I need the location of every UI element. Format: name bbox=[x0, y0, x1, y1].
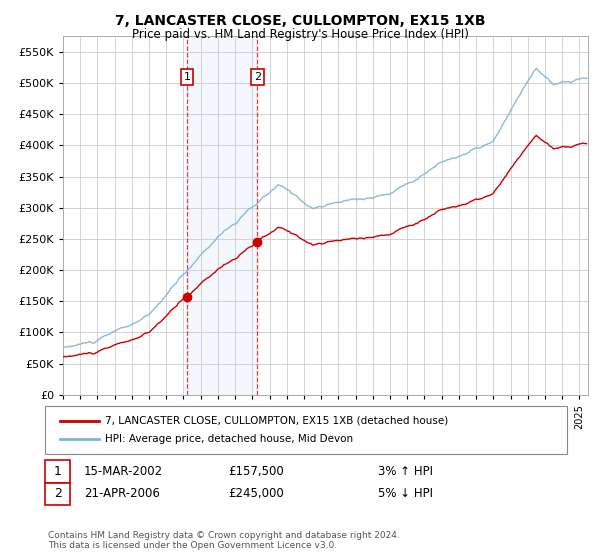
Text: 5% ↓ HPI: 5% ↓ HPI bbox=[378, 487, 433, 501]
Text: 1: 1 bbox=[53, 465, 62, 478]
Bar bbox=[187, 36, 257, 395]
Text: 21-APR-2006: 21-APR-2006 bbox=[84, 487, 160, 501]
Text: 3% ↑ HPI: 3% ↑ HPI bbox=[378, 465, 433, 478]
Text: 15-MAR-2002: 15-MAR-2002 bbox=[84, 465, 163, 478]
Text: 2: 2 bbox=[254, 72, 261, 82]
Text: 1: 1 bbox=[184, 72, 190, 82]
Text: 7, LANCASTER CLOSE, CULLOMPTON, EX15 1XB (detached house): 7, LANCASTER CLOSE, CULLOMPTON, EX15 1XB… bbox=[105, 416, 448, 426]
Text: £245,000: £245,000 bbox=[228, 487, 284, 501]
Text: 2: 2 bbox=[53, 487, 62, 501]
Text: HPI: Average price, detached house, Mid Devon: HPI: Average price, detached house, Mid … bbox=[105, 434, 353, 444]
Text: Contains HM Land Registry data © Crown copyright and database right 2024.
This d: Contains HM Land Registry data © Crown c… bbox=[48, 530, 400, 550]
Text: £157,500: £157,500 bbox=[228, 465, 284, 478]
Text: Price paid vs. HM Land Registry's House Price Index (HPI): Price paid vs. HM Land Registry's House … bbox=[131, 28, 469, 41]
Text: 7, LANCASTER CLOSE, CULLOMPTON, EX15 1XB: 7, LANCASTER CLOSE, CULLOMPTON, EX15 1XB bbox=[115, 14, 485, 28]
